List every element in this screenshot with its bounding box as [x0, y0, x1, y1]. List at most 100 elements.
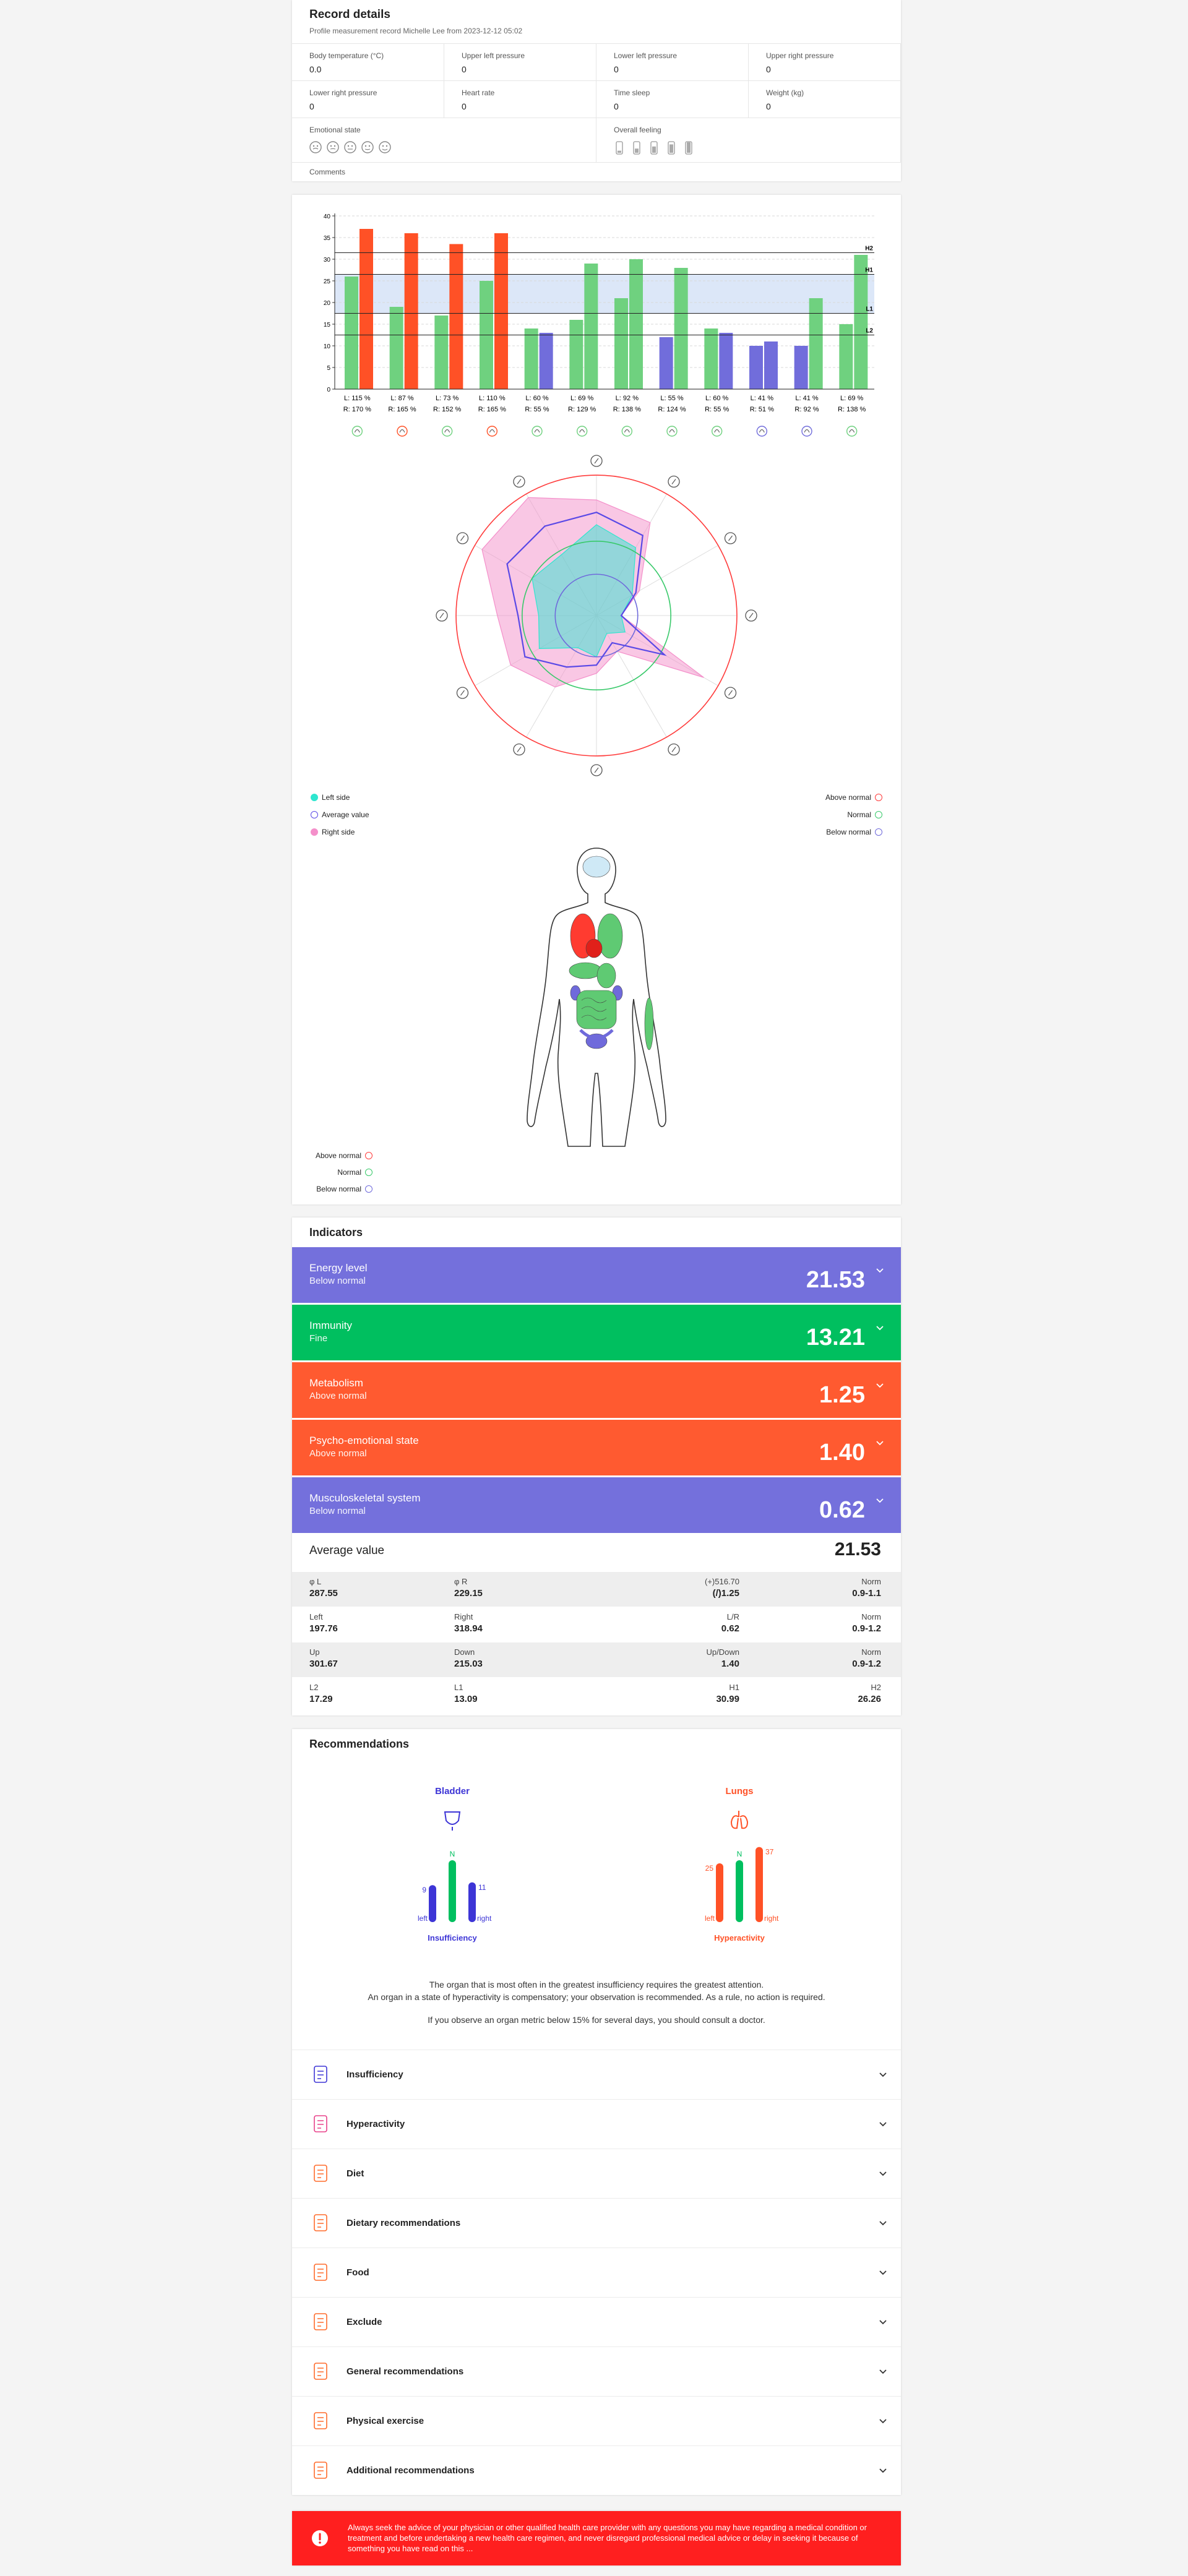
accordion-row[interactable]: Insufficiency	[292, 2050, 901, 2100]
section-icon	[314, 2462, 327, 2479]
indicator-status: Fine	[309, 1333, 328, 1344]
chevron	[876, 1498, 884, 1503]
chevron	[879, 2468, 887, 2473]
note: An organ in a state of hyperactivity is …	[368, 1992, 825, 2002]
section-icon-detail	[317, 2071, 324, 2079]
section-icon-detail	[317, 2368, 324, 2376]
organ-state: Insufficiency	[428, 1933, 477, 1943]
legend-marker	[311, 811, 318, 818]
chevron-icon	[879, 2221, 887, 2226]
card-title: Record details	[309, 8, 390, 21]
chevron	[876, 1383, 884, 1388]
indicator-row[interactable]: Immunity Fine 13.21	[292, 1305, 901, 1360]
feeling-icon	[668, 141, 675, 155]
x-tick-label: L: 69 %	[570, 395, 594, 402]
accordion-row[interactable]: Diet	[292, 2149, 901, 2199]
stats-label: H1	[729, 1683, 739, 1692]
body-figure	[527, 848, 666, 1147]
indicator-row[interactable]: Musculoskeletal system Below normal 0.62	[292, 1477, 901, 1533]
stats-label: Left	[309, 1612, 323, 1621]
face-icon	[344, 141, 356, 153]
organ-icon	[441, 426, 453, 437]
stats-label: L/R	[726, 1612, 739, 1621]
reference-label: H2	[865, 246, 873, 252]
section-label: Insufficiency	[346, 2069, 403, 2080]
x-tick-label: R: 51 %	[750, 406, 774, 413]
field-value: 0	[766, 64, 771, 74]
face-eye	[330, 145, 332, 147]
feeling-icon	[650, 141, 658, 155]
face-eye	[316, 145, 319, 147]
section-icon-detail	[317, 2269, 324, 2277]
organ-state: Hyperactivity	[714, 1933, 765, 1943]
field-value: 0	[309, 101, 314, 111]
stats-value: 301.67	[309, 1659, 338, 1669]
reference-label: L1	[866, 306, 873, 313]
organ-icon	[801, 426, 812, 437]
indicator-row[interactable]: Metabolism Above normal 1.25	[292, 1362, 901, 1418]
organ-icon-detail	[671, 747, 676, 752]
x-tick-label: R: 170 %	[343, 406, 371, 413]
accordion-row[interactable]: Dietary recommendations	[292, 2198, 901, 2248]
average-value: 21.53	[834, 1539, 881, 1560]
face-eye	[312, 145, 315, 147]
organ-icon	[436, 609, 448, 622]
field: Upper right pressure 0	[749, 43, 901, 80]
axis-label: left	[418, 1914, 428, 1923]
y-tick-label: 10	[324, 343, 331, 350]
accordion-row[interactable]: Exclude	[292, 2297, 901, 2347]
section-icon-detail	[317, 2417, 324, 2426]
legend-item: Above normal	[316, 1151, 372, 1160]
indicator-status: Below normal	[309, 1276, 366, 1286]
norm-bar	[449, 1860, 456, 1922]
stats-value: 13.09	[454, 1694, 478, 1704]
organ-icon-detail	[804, 429, 810, 433]
chevron-icon	[876, 1383, 884, 1388]
legend-marker	[365, 1169, 372, 1176]
legend-marker	[875, 811, 882, 818]
stats-value: 229.15	[454, 1588, 483, 1599]
field-value: 0	[614, 101, 619, 111]
radar-chart	[436, 455, 757, 776]
organ-icon-detail	[671, 479, 676, 484]
face-mouth	[330, 148, 336, 150]
average-label: Average value	[309, 1544, 385, 1557]
bar	[764, 341, 778, 389]
section-icon-detail	[317, 2219, 324, 2228]
face-icon	[379, 141, 391, 153]
indicators-card: Indicators Energy level Below normal 21.53 I…	[292, 1217, 901, 1715]
accordion-row[interactable]: Physical exercise	[292, 2396, 901, 2446]
indicator-name: Immunity	[309, 1320, 352, 1331]
y-tick-label: 30	[324, 257, 331, 264]
accordion-row[interactable]: Hyperactivity	[292, 2099, 901, 2149]
stats-cell: H1 30.99	[716, 1683, 739, 1704]
bar	[674, 268, 688, 389]
chevron-icon	[876, 1498, 884, 1503]
stats-value: 287.55	[309, 1588, 338, 1599]
mini-bar-chart: N 25 37 left right	[705, 1847, 779, 1923]
face-eye	[351, 145, 353, 147]
bar	[704, 328, 718, 389]
accordion-row[interactable]: Food	[292, 2248, 901, 2298]
section-icon-shape	[314, 2313, 327, 2330]
indicator-row[interactable]: Energy level Below normal 21.53	[292, 1247, 901, 1303]
legend-label: Normal	[337, 1168, 361, 1177]
organ-icon-detail	[759, 429, 765, 433]
legend-label: Below normal	[826, 828, 871, 836]
axis-label: right	[477, 1914, 492, 1923]
bar	[809, 298, 823, 389]
accordion-row[interactable]: General recommendations	[292, 2346, 901, 2397]
accordion-row[interactable]: Additional recommendations	[292, 2445, 901, 2496]
section-icon-shape	[314, 2412, 327, 2429]
x-tick-label: R: 129 %	[568, 406, 596, 413]
section-title: Indicators	[309, 1226, 363, 1239]
x-tick-label: L: 55 %	[660, 395, 684, 402]
axis-label: right	[764, 1914, 779, 1923]
chevron	[876, 1268, 884, 1273]
face-mouth	[364, 148, 371, 150]
stats-label: Up	[309, 1647, 320, 1657]
organ-icon	[745, 609, 757, 622]
y-tick-label: 15	[324, 322, 331, 328]
indicator-row[interactable]: Psycho-emotional state Above normal 1.40	[292, 1420, 901, 1475]
